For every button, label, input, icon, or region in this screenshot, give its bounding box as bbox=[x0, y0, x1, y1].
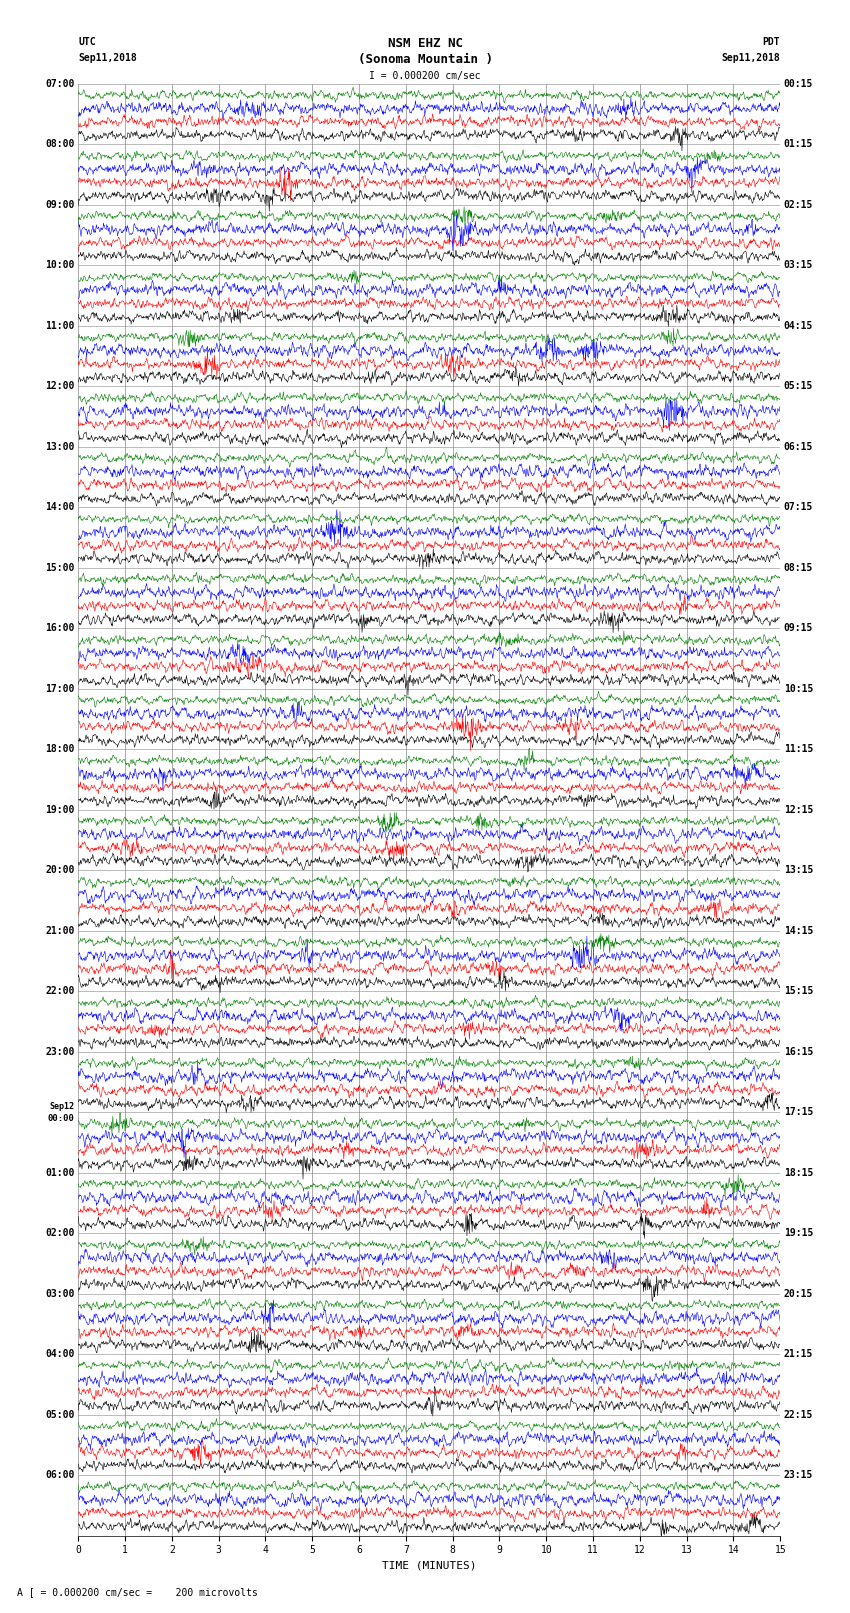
Text: 16:15: 16:15 bbox=[784, 1047, 813, 1057]
Text: 17:15: 17:15 bbox=[784, 1107, 813, 1118]
Text: 13:00: 13:00 bbox=[45, 442, 75, 452]
Text: 14:15: 14:15 bbox=[784, 926, 813, 936]
Text: A [ = 0.000200 cm/sec =    200 microvolts: A [ = 0.000200 cm/sec = 200 microvolts bbox=[17, 1587, 258, 1597]
Text: 05:00: 05:00 bbox=[45, 1410, 75, 1419]
Text: 10:00: 10:00 bbox=[45, 260, 75, 271]
Text: 22:00: 22:00 bbox=[45, 986, 75, 997]
Text: 02:00: 02:00 bbox=[45, 1227, 75, 1239]
Text: UTC: UTC bbox=[78, 37, 96, 47]
Text: 19:15: 19:15 bbox=[784, 1227, 813, 1239]
Text: PDT: PDT bbox=[762, 37, 780, 47]
Text: 03:15: 03:15 bbox=[784, 260, 813, 271]
Text: Sep11,2018: Sep11,2018 bbox=[78, 53, 137, 63]
Text: 15:15: 15:15 bbox=[784, 986, 813, 997]
Text: 01:15: 01:15 bbox=[784, 139, 813, 150]
Text: 20:00: 20:00 bbox=[45, 865, 75, 876]
Text: NSM EHZ NC: NSM EHZ NC bbox=[388, 37, 462, 50]
Text: 15:00: 15:00 bbox=[45, 563, 75, 573]
Text: 20:15: 20:15 bbox=[784, 1289, 813, 1298]
Text: 23:15: 23:15 bbox=[784, 1469, 813, 1481]
Text: 07:15: 07:15 bbox=[784, 502, 813, 513]
Text: 13:15: 13:15 bbox=[784, 865, 813, 876]
Text: 12:00: 12:00 bbox=[45, 381, 75, 392]
Text: 10:15: 10:15 bbox=[784, 684, 813, 694]
Text: I = 0.000200 cm/sec: I = 0.000200 cm/sec bbox=[369, 71, 481, 81]
Text: 09:00: 09:00 bbox=[45, 200, 75, 210]
Text: Sep11,2018: Sep11,2018 bbox=[722, 53, 780, 63]
Text: 16:00: 16:00 bbox=[45, 623, 75, 634]
Text: 08:15: 08:15 bbox=[784, 563, 813, 573]
Text: 17:00: 17:00 bbox=[45, 684, 75, 694]
Text: 02:15: 02:15 bbox=[784, 200, 813, 210]
Text: 05:15: 05:15 bbox=[784, 381, 813, 392]
Text: 04:00: 04:00 bbox=[45, 1348, 75, 1360]
Text: 21:00: 21:00 bbox=[45, 926, 75, 936]
Text: 04:15: 04:15 bbox=[784, 321, 813, 331]
Text: 21:15: 21:15 bbox=[784, 1348, 813, 1360]
Text: 09:15: 09:15 bbox=[784, 623, 813, 634]
Text: 06:15: 06:15 bbox=[784, 442, 813, 452]
Text: 11:15: 11:15 bbox=[784, 744, 813, 755]
Text: 23:00: 23:00 bbox=[45, 1047, 75, 1057]
Text: Sep12: Sep12 bbox=[50, 1102, 75, 1110]
Text: 22:15: 22:15 bbox=[784, 1410, 813, 1419]
Text: 08:00: 08:00 bbox=[45, 139, 75, 150]
X-axis label: TIME (MINUTES): TIME (MINUTES) bbox=[382, 1561, 477, 1571]
Text: 00:00: 00:00 bbox=[48, 1113, 75, 1123]
Text: (Sonoma Mountain ): (Sonoma Mountain ) bbox=[358, 53, 492, 66]
Text: 06:00: 06:00 bbox=[45, 1469, 75, 1481]
Text: 11:00: 11:00 bbox=[45, 321, 75, 331]
Text: 18:15: 18:15 bbox=[784, 1168, 813, 1177]
Text: 18:00: 18:00 bbox=[45, 744, 75, 755]
Text: 19:00: 19:00 bbox=[45, 805, 75, 815]
Text: 01:00: 01:00 bbox=[45, 1168, 75, 1177]
Text: 00:15: 00:15 bbox=[784, 79, 813, 89]
Text: 07:00: 07:00 bbox=[45, 79, 75, 89]
Text: 14:00: 14:00 bbox=[45, 502, 75, 513]
Text: 12:15: 12:15 bbox=[784, 805, 813, 815]
Text: 03:00: 03:00 bbox=[45, 1289, 75, 1298]
